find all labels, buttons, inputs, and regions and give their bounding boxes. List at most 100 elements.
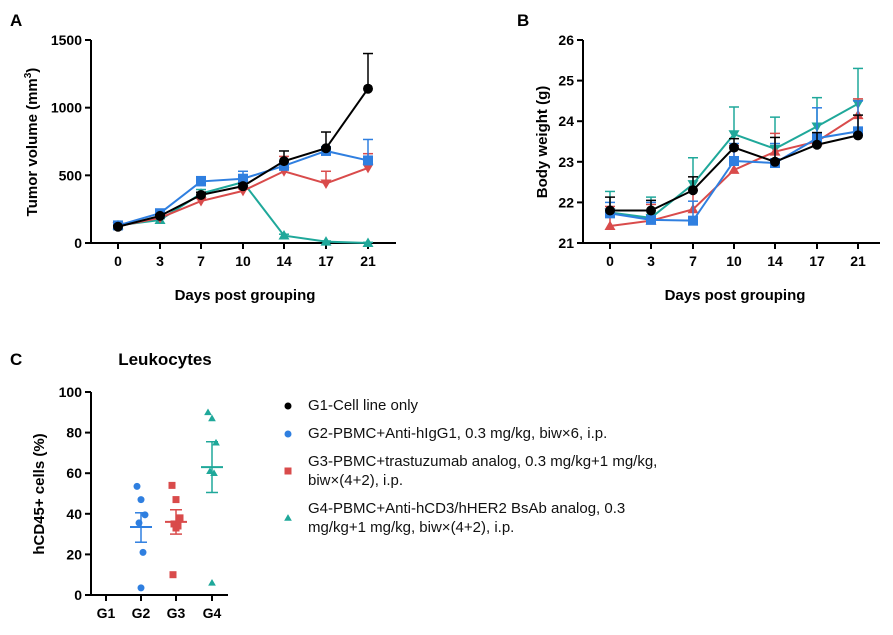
- data-point: [729, 155, 739, 166]
- legend-item-g2: G2-PBMC+Anti-hIgG1, 0.3 mg/kg, biw×6, i.…: [282, 424, 762, 443]
- legend-label: G3-PBMC+trastuzumab analog, 0.3 mg/kg+1 …: [308, 453, 658, 489]
- x-tick-label: 10: [235, 253, 251, 269]
- data-point: [729, 142, 739, 153]
- legend-label: G4-PBMC+Anti-hCD3/hHER2 BsAb analog, 0.3…: [308, 500, 626, 536]
- legend-marker: [284, 402, 292, 409]
- data-point: [238, 173, 248, 184]
- x-tick-label: 3: [156, 253, 164, 269]
- chart-c-title: Leukocytes: [118, 350, 212, 369]
- x-tick-label: 21: [850, 253, 866, 269]
- x-tick-label: 0: [606, 253, 614, 269]
- y-tick-label: 22: [558, 194, 574, 210]
- x-tick-label: G3: [167, 605, 186, 621]
- data-point: [155, 210, 165, 221]
- panel-label-b: B: [517, 11, 529, 30]
- legend-item-g3: G3-PBMC+trastuzumab analog, 0.3 mg/kg+1 …: [282, 452, 762, 490]
- x-tick-label: G2: [132, 605, 151, 621]
- panel-label-a: A: [10, 11, 22, 30]
- data-point: [646, 205, 656, 216]
- data-point: [770, 156, 780, 167]
- y-tick-label: 26: [558, 32, 574, 48]
- data-point: [168, 481, 176, 489]
- data-point: [688, 215, 698, 226]
- y-tick-label: 500: [59, 167, 83, 183]
- series-g4: [201, 408, 223, 586]
- series-g1: [113, 52, 373, 232]
- x-tick-label: G1: [97, 605, 116, 621]
- data-point: [728, 164, 740, 174]
- panel-label-c: C: [10, 350, 22, 369]
- data-point: [688, 185, 698, 196]
- chart-a-ylabel: Tumor volume (mm3): [23, 68, 41, 217]
- data-point: [362, 237, 374, 247]
- x-tick-label: 21: [360, 253, 376, 269]
- data-point: [196, 189, 206, 200]
- y-tick-label: 1500: [51, 32, 82, 48]
- x-tick-label: 10: [726, 253, 742, 269]
- chart-b-xlabel: Days post grouping: [665, 287, 806, 304]
- data-point: [320, 179, 332, 189]
- data-point: [363, 155, 373, 166]
- x-tick-label: 14: [767, 253, 783, 269]
- data-point: [238, 181, 248, 192]
- data-point: [208, 578, 216, 586]
- chart-b-ylabel: Body weight (g): [534, 86, 551, 199]
- y-tick-label: 100: [59, 384, 83, 400]
- data-point: [137, 496, 145, 504]
- data-point: [321, 143, 331, 154]
- legend: G1-Cell line only G2-PBMC+Anti-hIgG1, 0.3…: [282, 396, 762, 546]
- x-tick-label: 0: [114, 253, 122, 269]
- data-point: [604, 220, 616, 230]
- data-point: [812, 139, 822, 150]
- legend-marker-icon: [282, 428, 308, 440]
- y-tick-label: 24: [558, 113, 574, 129]
- y-tick-label: 40: [66, 506, 82, 522]
- x-tick-label: 7: [197, 253, 205, 269]
- data-point: [728, 130, 740, 140]
- legend-marker: [284, 467, 292, 475]
- x-tick-label: 14: [276, 253, 292, 269]
- x-tick-label: 7: [689, 253, 697, 269]
- data-point: [853, 130, 863, 141]
- data-point: [176, 514, 184, 522]
- chart-a: 0 500 1000 1500 0 3 7 10 14 17 21: [51, 32, 396, 269]
- data-point: [646, 214, 656, 225]
- data-point: [204, 408, 212, 416]
- data-point: [170, 520, 178, 528]
- y-tick-label: 1000: [51, 100, 82, 116]
- data-point: [363, 83, 373, 94]
- series-g3: [112, 152, 374, 232]
- series-g1: [605, 114, 863, 216]
- chart-b: 21 22 23 24 25 26 0 3 7 10 14 17 21: [558, 32, 880, 269]
- y-tick-label: 0: [74, 235, 82, 251]
- data-point: [196, 176, 206, 187]
- legend-item-g1: G1-Cell line only: [282, 396, 762, 415]
- x-tick-label: 17: [318, 253, 334, 269]
- data-point: [139, 548, 147, 556]
- legend-marker-icon: [282, 400, 308, 412]
- data-point: [137, 584, 145, 592]
- data-point: [169, 571, 177, 579]
- y-tick-label: 23: [558, 154, 574, 170]
- y-tick-label: 60: [66, 465, 82, 481]
- legend-label: G1-Cell line only: [308, 397, 419, 414]
- data-point: [113, 221, 123, 232]
- legend-label: G2-PBMC+Anti-hIgG1, 0.3 mg/kg, biw×6, i.…: [308, 425, 608, 442]
- data-point: [320, 236, 332, 246]
- series-g3: [165, 481, 187, 579]
- x-tick-label: G4: [203, 605, 222, 621]
- x-tick-label: 3: [647, 253, 655, 269]
- data-point: [208, 414, 216, 422]
- data-point: [133, 482, 141, 490]
- legend-item-g4: G4-PBMC+Anti-hCD3/hHER2 BsAb analog, 0.3…: [282, 499, 762, 537]
- x-tick-label: 17: [809, 253, 825, 269]
- data-point: [278, 230, 290, 240]
- legend-marker-icon: [282, 512, 308, 524]
- series-g2: [130, 482, 152, 592]
- y-tick-label: 21: [558, 235, 574, 251]
- chart-c: 0 20 40 60 80 100 G1 G2 G3 G4: [59, 384, 228, 621]
- series-line: [117, 88, 369, 228]
- legend-marker: [284, 430, 292, 437]
- chart-a-xlabel: Days post grouping: [175, 287, 316, 304]
